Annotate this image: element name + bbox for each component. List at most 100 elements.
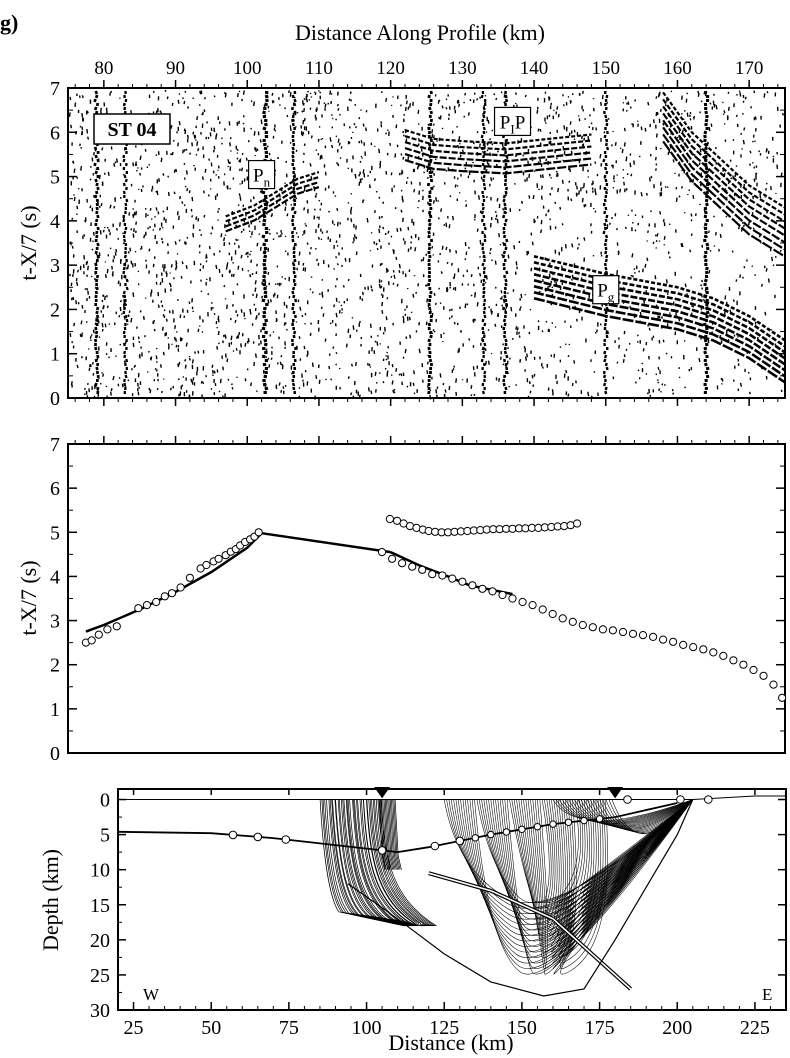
ray-path [474,799,694,975]
ray-path [593,799,693,830]
pg-arrival-band [533,261,786,348]
interface-node [518,825,526,833]
dark-trace-band [426,90,434,395]
surface-node [704,795,713,804]
pg-arrival-band [533,273,786,360]
y-tick-label: 30 [90,1000,110,1022]
ray-path [393,799,401,870]
y-tick-label: 4 [50,211,60,233]
ray-path [504,799,694,969]
calculated-curve-headwave [261,531,391,554]
ray-diagram-ylabel: Depth (km) [38,849,63,951]
y-tick-label: 6 [50,122,60,144]
observed-pick-pn [185,573,194,582]
late-arrival-band [662,105,786,223]
ray-path [552,799,694,964]
traveltime-frame [67,443,786,754]
y-tick-label: 0 [50,388,60,410]
surface-line [118,795,786,800]
station-triangle [607,787,624,799]
dark-trace-band [702,90,710,395]
ray-path [546,799,693,914]
ray-path [387,799,395,870]
ray-path [471,799,694,969]
ray-path [340,799,410,927]
observed-pick-pn [134,604,143,613]
ray-path [583,799,693,828]
ray-path [557,799,693,936]
x-tick-label: 225 [740,1017,770,1039]
observed-pick-pip [385,514,394,524]
ray-path [389,799,397,870]
observed-pick-pg [458,577,467,586]
interface-node [595,815,604,823]
ray-path [560,799,694,969]
y-tick-label: 20 [90,930,110,952]
x-tick-label: 150 [507,1017,537,1039]
x-tick-label: 200 [662,1017,692,1039]
x-tick-label: 140 [520,58,549,79]
west-label: W [143,985,160,1004]
ray-path [608,799,694,834]
phase-annotation: Pn [247,159,276,190]
ray-path [559,799,694,964]
observed-pick-pg [438,571,447,580]
observed-pick-pg [769,680,778,689]
observed-pick-pn [112,622,121,631]
ray-path [347,799,413,927]
ray-path [539,799,694,975]
y-tick-label: 6 [50,478,60,500]
east-label: E [762,985,772,1004]
ray-path [382,799,390,870]
pip-arrival-band [404,141,592,157]
interface-node [253,832,263,842]
observed-pick-pn [94,630,103,639]
pg-arrival-band [533,255,786,342]
observed-pick-pg [618,627,628,637]
y-tick-label: 5 [50,522,60,544]
pip-arrival-band [404,159,592,175]
record-section-axes: 80 90 100 110 120 130 140 150 160 170 0 1 2 3 4 5 6 7 [50,58,785,410]
ray-path [349,799,413,927]
ray-path [346,799,412,927]
y-tick-label: 0 [100,790,110,812]
late-arrival-band [662,119,786,237]
ray-path [334,799,409,927]
ray-path [527,799,694,947]
traveltime-ylabel: t-X/7 (s) [16,560,41,635]
observed-pick-pg [739,660,748,669]
traveltime-axes: 0 1 2 3 4 5 6 7 [50,434,785,765]
interface-node [580,816,588,825]
interface-node [377,846,387,855]
ray-path [611,799,694,835]
observed-pick-pg [568,617,577,627]
dark-trace-band [261,90,270,395]
pg-arrival-band [533,267,786,354]
ray-path [366,799,418,927]
ray-path [331,799,408,927]
y-tick-label: 3 [50,255,60,277]
phase-annotation-text: Pg [597,281,615,305]
ray-path [378,799,386,870]
ray-diagram-frame [117,788,787,1011]
observed-pick-pg [689,643,698,652]
y-tick-label: 0 [50,743,60,765]
phase-annotation-text: PIP [500,112,526,136]
interface-node [549,820,557,828]
observed-pick-pg [388,554,397,563]
ray-path [359,799,416,927]
model-interfaces [117,787,786,997]
record-section-ylabel: t-X/7 (s) [16,205,41,280]
surface-node [676,795,685,804]
ray-path [377,799,433,927]
ray-path [381,799,389,870]
basin-outline [347,799,694,997]
observed-pick-pg [408,562,417,571]
observed-pick-pg [528,601,537,610]
observed-pick-pn [160,592,169,601]
pg-arrival-band [533,279,786,366]
ray-path [469,799,694,964]
surface-node [623,795,632,804]
y-tick-label: 10 [90,860,110,882]
observed-pick-pg [428,570,437,579]
